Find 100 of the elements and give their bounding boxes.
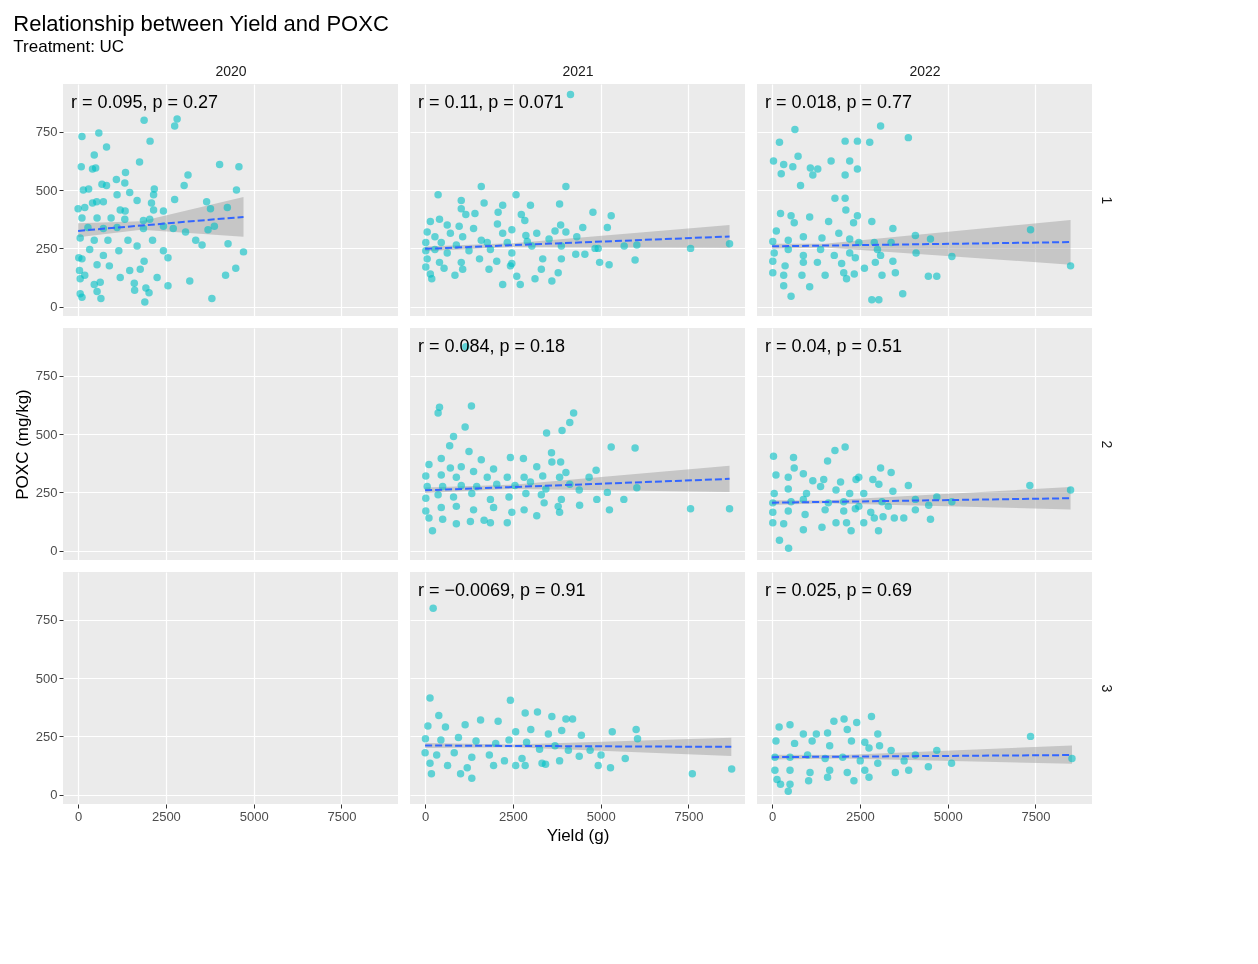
x-tick-label: 5000 bbox=[933, 808, 963, 824]
y2-axis-title: 2 bbox=[1098, 440, 1115, 449]
point bbox=[632, 725, 640, 734]
point bbox=[557, 726, 566, 735]
point bbox=[427, 769, 436, 778]
point bbox=[454, 733, 463, 742]
point bbox=[564, 746, 573, 755]
point bbox=[485, 751, 494, 759]
point bbox=[494, 717, 502, 725]
point bbox=[432, 751, 441, 759]
point bbox=[825, 766, 834, 774]
point bbox=[790, 739, 799, 748]
y-tick-label: 250 bbox=[35, 240, 58, 256]
point bbox=[421, 748, 429, 757]
point bbox=[633, 734, 642, 743]
point bbox=[861, 766, 869, 774]
point bbox=[843, 725, 851, 734]
point bbox=[875, 741, 884, 750]
x-tick-label: 7500 bbox=[327, 808, 357, 824]
point bbox=[608, 727, 617, 736]
x-tick-label: 5000 bbox=[239, 808, 269, 824]
point bbox=[476, 716, 485, 724]
point bbox=[521, 709, 529, 717]
point bbox=[786, 766, 794, 774]
point bbox=[621, 754, 629, 763]
y-tick-label: 0 bbox=[50, 787, 58, 803]
point bbox=[468, 774, 476, 783]
point bbox=[527, 725, 535, 734]
point bbox=[522, 738, 531, 746]
point bbox=[771, 766, 779, 774]
point bbox=[500, 757, 509, 765]
annotation: r = 0.095, p = 0.27 bbox=[71, 92, 219, 112]
point bbox=[874, 730, 882, 738]
point bbox=[443, 761, 452, 770]
point bbox=[825, 741, 834, 750]
point bbox=[575, 752, 583, 760]
y-tick-label: 250 bbox=[35, 484, 58, 500]
point bbox=[521, 761, 529, 770]
point bbox=[867, 712, 876, 721]
point bbox=[511, 727, 520, 736]
chart-subtitle: Treatment: UC bbox=[13, 37, 125, 56]
point bbox=[533, 708, 542, 716]
point bbox=[799, 730, 808, 738]
point bbox=[933, 746, 941, 755]
y-tick-label: 500 bbox=[35, 182, 58, 198]
y-axis-title: POXC (mg/kg) bbox=[12, 389, 32, 500]
point bbox=[891, 768, 900, 777]
y-tick-label: 0 bbox=[50, 299, 58, 315]
point bbox=[924, 762, 933, 771]
point bbox=[804, 776, 813, 785]
point bbox=[435, 711, 443, 720]
point bbox=[786, 780, 794, 788]
point bbox=[865, 744, 873, 752]
point bbox=[506, 696, 515, 704]
point bbox=[450, 748, 458, 757]
point bbox=[468, 753, 476, 762]
annotation: r = 0.084, p = 0.18 bbox=[418, 336, 566, 356]
point bbox=[594, 761, 602, 770]
x2-axis-title: 2021 bbox=[562, 62, 594, 79]
point bbox=[861, 738, 869, 746]
point bbox=[840, 715, 848, 723]
point bbox=[772, 737, 780, 745]
point bbox=[843, 768, 851, 777]
point bbox=[424, 722, 432, 730]
x2-axis-title: 2020 bbox=[215, 62, 247, 79]
point bbox=[562, 715, 570, 723]
point bbox=[555, 757, 564, 765]
point bbox=[472, 737, 480, 745]
point bbox=[727, 765, 736, 773]
point bbox=[823, 773, 832, 781]
point bbox=[856, 757, 864, 765]
annotation: r = 0.025, p = 0.69 bbox=[765, 580, 913, 600]
annotation: r = 0.04, p = 0.51 bbox=[765, 336, 903, 356]
point bbox=[786, 720, 794, 729]
point bbox=[441, 723, 450, 731]
point bbox=[852, 718, 861, 727]
y2-axis-title: 1 bbox=[1098, 196, 1115, 205]
point bbox=[1026, 732, 1035, 741]
point bbox=[426, 694, 434, 702]
annotation: r = 0.018, p = 0.77 bbox=[765, 92, 913, 112]
x-tick-label: 0 bbox=[74, 808, 83, 824]
point bbox=[776, 780, 785, 788]
x-tick-label: 0 bbox=[768, 808, 777, 824]
point bbox=[904, 766, 913, 774]
x-axis-title: Yield (g) bbox=[546, 825, 610, 845]
point bbox=[775, 723, 783, 731]
x-tick-label: 5000 bbox=[586, 808, 616, 824]
point bbox=[429, 604, 437, 612]
point bbox=[947, 759, 956, 767]
point bbox=[874, 759, 882, 767]
point bbox=[544, 730, 553, 738]
x-tick-label: 2500 bbox=[151, 808, 181, 824]
point bbox=[541, 760, 550, 769]
point bbox=[887, 746, 895, 755]
point bbox=[784, 787, 792, 795]
point bbox=[456, 769, 465, 778]
point bbox=[463, 764, 471, 772]
x-tick-label: 0 bbox=[421, 808, 430, 824]
x2-axis-title: 2022 bbox=[909, 62, 941, 79]
point bbox=[426, 759, 434, 767]
